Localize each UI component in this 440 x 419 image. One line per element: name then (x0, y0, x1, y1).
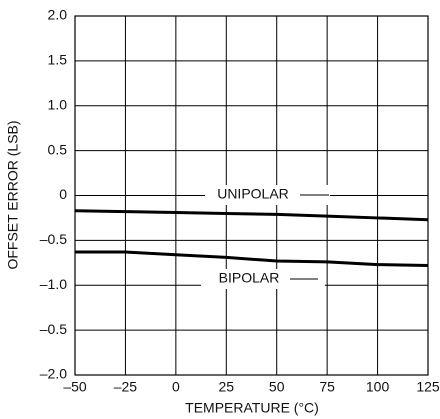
series-label: BIPOLAR (219, 270, 280, 286)
label-background (201, 269, 325, 289)
x-axis-label: TEMPERATURE (°C) (185, 400, 319, 416)
data-line (74, 209, 429, 222)
x-tick-label: 50 (269, 379, 285, 395)
y-axis-label: OFFSET ERROR (LSB) (5, 120, 21, 269)
y-tick-label: 1.5 (48, 52, 68, 68)
y-tick-label: –2.0 (40, 366, 67, 382)
y-tick-label: 2.0 (48, 7, 68, 23)
plot-frame (74, 15, 429, 376)
y-tick-label: –1.0 (40, 276, 67, 292)
y-tick-label: 0 (59, 186, 67, 202)
x-tick-label: 25 (218, 379, 234, 395)
x-tick-label: –25 (114, 379, 138, 395)
x-tick-label: 0 (172, 379, 180, 395)
y-tick-label: –0.5 (40, 321, 67, 337)
x-tick-label: 100 (366, 379, 390, 395)
series-label: UNIPOLAR (217, 186, 289, 202)
x-tick-label: 125 (416, 379, 440, 395)
x-tick-label: 75 (319, 379, 335, 395)
y-tick-label: 1.0 (48, 96, 68, 112)
y-tick-label: –0.5 (40, 231, 67, 247)
label-background (205, 185, 330, 205)
y-tick-label: 0.5 (48, 141, 68, 157)
x-tick-label: –50 (63, 379, 87, 395)
data-line (75, 250, 429, 268)
